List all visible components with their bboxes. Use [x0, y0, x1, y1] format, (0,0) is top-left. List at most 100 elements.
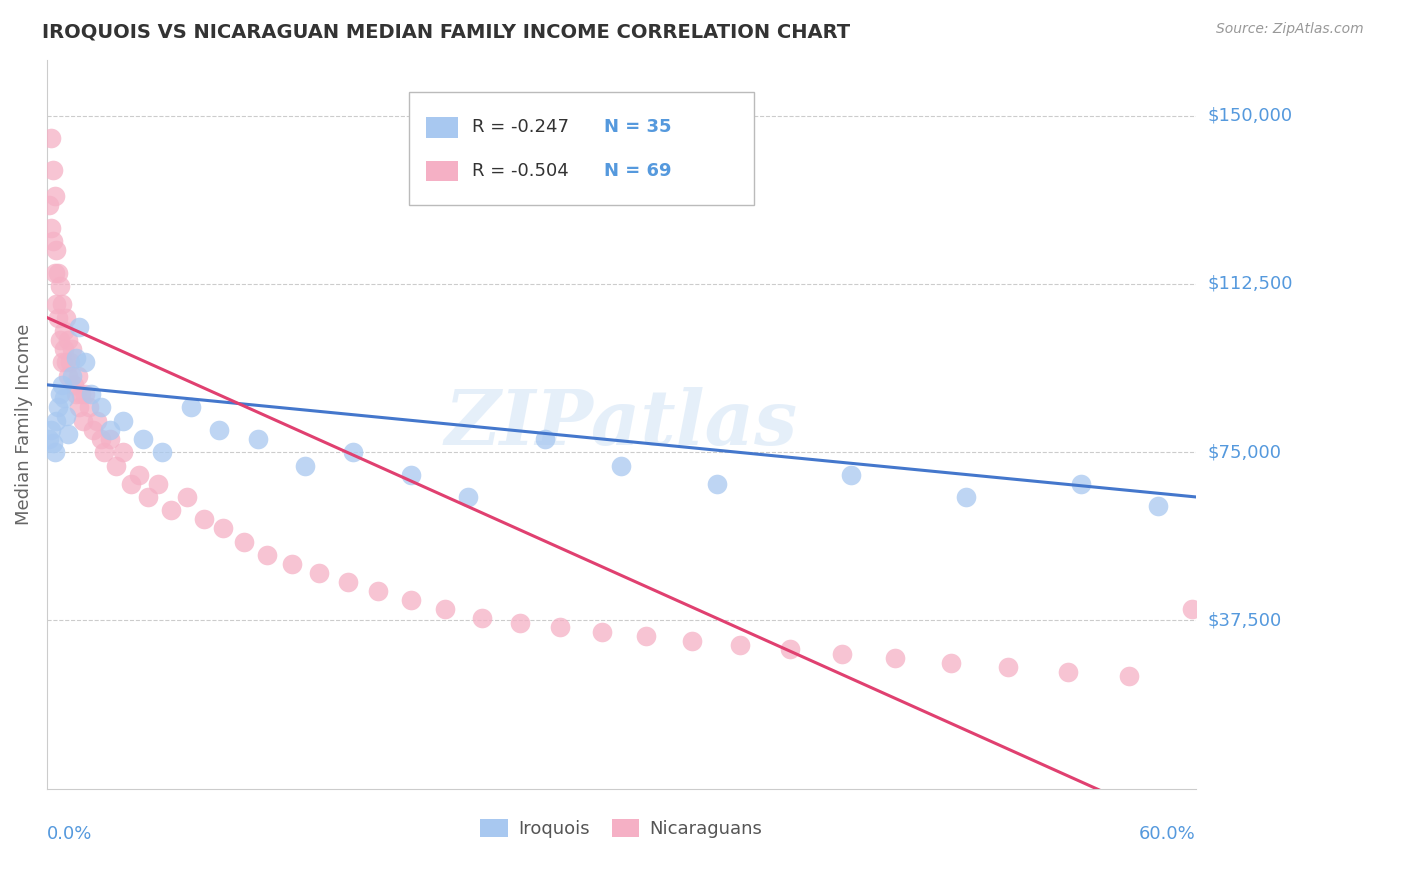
Point: [193, 512, 215, 526]
Point: [128, 467, 150, 482]
Point: [69, 401, 91, 415]
Point: [55, 310, 77, 325]
Point: [1118, 669, 1140, 683]
Point: [131, 432, 153, 446]
Point: [72, 414, 94, 428]
Point: [41, 436, 63, 450]
Point: [38, 198, 60, 212]
Point: [45, 244, 67, 258]
FancyBboxPatch shape: [426, 117, 458, 137]
Point: [233, 534, 256, 549]
Point: [93, 445, 115, 459]
Point: [367, 584, 389, 599]
Point: [60, 368, 83, 383]
Point: [82, 423, 104, 437]
Point: [399, 593, 422, 607]
Text: $112,500: $112,500: [1208, 275, 1292, 293]
Point: [342, 445, 364, 459]
Text: R = -0.504: R = -0.504: [472, 162, 569, 180]
Point: [62, 377, 84, 392]
Point: [150, 445, 173, 459]
Point: [1070, 476, 1092, 491]
Point: [51, 355, 73, 369]
Point: [706, 476, 728, 491]
Point: [51, 297, 73, 311]
Point: [45, 414, 67, 428]
Point: [59, 355, 82, 369]
Text: IROQUOIS VS NICARAGUAN MEDIAN FAMILY INCOME CORRELATION CHART: IROQUOIS VS NICARAGUAN MEDIAN FAMILY INC…: [42, 22, 851, 41]
Point: [77, 401, 100, 415]
Point: [112, 445, 135, 459]
Point: [336, 575, 359, 590]
Point: [104, 458, 127, 473]
Point: [51, 377, 73, 392]
Point: [89, 432, 111, 446]
Point: [138, 490, 160, 504]
Point: [69, 319, 91, 334]
Point: [56, 427, 79, 442]
Point: [39, 423, 62, 437]
Point: [180, 401, 202, 415]
Point: [55, 355, 77, 369]
Point: [65, 351, 87, 365]
Point: [434, 602, 457, 616]
Y-axis label: Median Family Income: Median Family Income: [15, 324, 32, 524]
Point: [610, 458, 633, 473]
Point: [45, 297, 67, 311]
Point: [55, 409, 77, 424]
Point: [212, 521, 235, 535]
Point: [65, 386, 87, 401]
Point: [49, 279, 72, 293]
Point: [56, 368, 79, 383]
Point: [41, 162, 63, 177]
Point: [53, 324, 76, 338]
FancyBboxPatch shape: [426, 161, 458, 181]
Text: ZIPatlas: ZIPatlas: [444, 387, 799, 461]
Point: [39, 131, 62, 145]
Point: [208, 423, 231, 437]
Point: [86, 414, 108, 428]
Point: [176, 490, 198, 504]
Point: [548, 620, 571, 634]
Point: [48, 401, 70, 415]
Point: [53, 342, 76, 356]
Point: [146, 476, 169, 491]
Point: [681, 633, 703, 648]
Point: [533, 432, 555, 446]
Point: [112, 414, 135, 428]
Point: [246, 432, 269, 446]
Point: [160, 503, 183, 517]
Point: [66, 368, 89, 383]
Text: R = -0.247: R = -0.247: [472, 119, 569, 136]
Point: [779, 642, 801, 657]
Point: [53, 391, 76, 405]
Point: [839, 467, 862, 482]
Point: [457, 490, 479, 504]
Text: $75,000: $75,000: [1208, 443, 1281, 461]
Point: [509, 615, 531, 630]
Point: [1056, 665, 1078, 679]
Point: [256, 549, 278, 563]
Point: [294, 458, 316, 473]
Point: [44, 266, 66, 280]
Point: [399, 467, 422, 482]
Point: [98, 423, 121, 437]
Point: [80, 386, 103, 401]
Text: 60.0%: 60.0%: [1139, 825, 1197, 843]
Point: [39, 220, 62, 235]
Text: Source: ZipAtlas.com: Source: ZipAtlas.com: [1216, 22, 1364, 37]
Point: [49, 333, 72, 347]
Point: [471, 611, 494, 625]
Point: [884, 651, 907, 665]
Text: $150,000: $150,000: [1208, 107, 1292, 125]
Point: [939, 656, 962, 670]
Point: [41, 234, 63, 248]
FancyBboxPatch shape: [409, 93, 754, 205]
Point: [120, 476, 142, 491]
Text: N = 35: N = 35: [605, 119, 672, 136]
Point: [48, 266, 70, 280]
Point: [75, 355, 97, 369]
Point: [728, 638, 751, 652]
Point: [831, 647, 853, 661]
Text: 0.0%: 0.0%: [46, 825, 93, 843]
